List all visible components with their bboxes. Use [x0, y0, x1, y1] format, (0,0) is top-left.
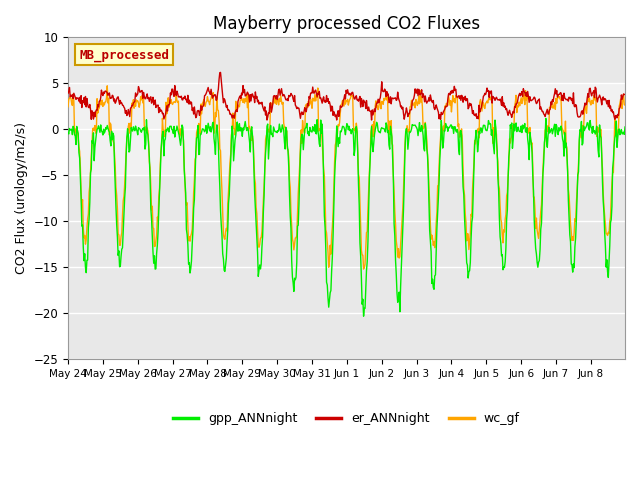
Text: MB_processed: MB_processed — [79, 48, 169, 61]
Legend: gpp_ANNnight, er_ANNnight, wc_gf: gpp_ANNnight, er_ANNnight, wc_gf — [168, 407, 525, 430]
Title: Mayberry processed CO2 Fluxes: Mayberry processed CO2 Fluxes — [213, 15, 480, 33]
Y-axis label: CO2 Flux (urology/m2/s): CO2 Flux (urology/m2/s) — [15, 122, 28, 274]
Bar — [68, 83, 625, 175]
